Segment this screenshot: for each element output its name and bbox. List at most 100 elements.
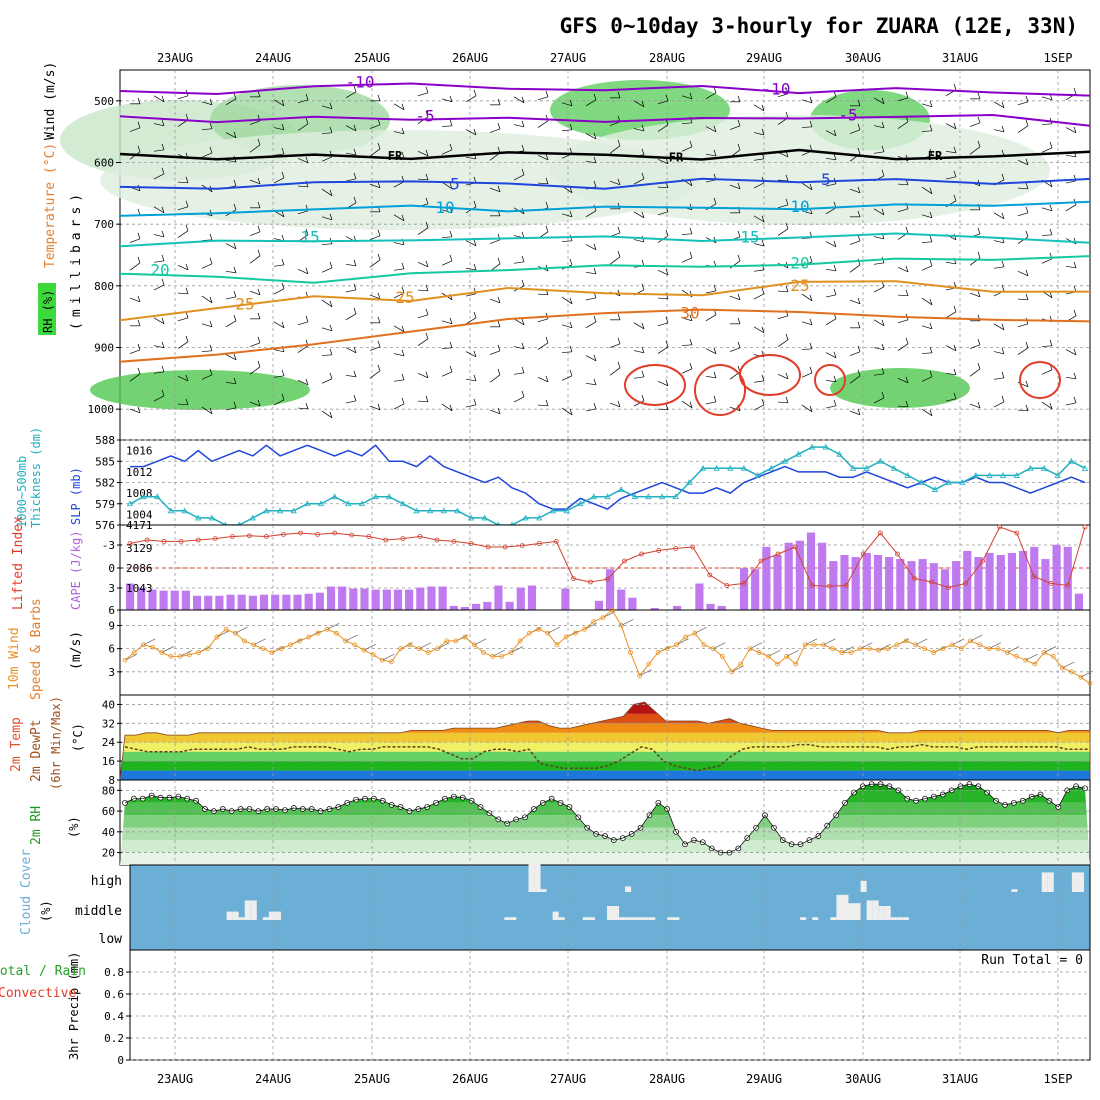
cloud-ylabel: Cloud Cover [19, 849, 34, 935]
cape-bar [505, 601, 514, 610]
wind-barb-feather [305, 402, 309, 409]
wind-speed-point [1004, 650, 1010, 655]
wind-barb-feather [929, 211, 933, 218]
wind-barb [585, 297, 597, 301]
wind-barb-feather [1025, 404, 1029, 411]
cape-bar [349, 588, 358, 610]
wind-barb [321, 156, 333, 162]
wind-barb [369, 148, 381, 157]
wind-barb [129, 238, 141, 243]
wind-barb-feather [257, 201, 261, 208]
wind-speed-point [1050, 653, 1056, 659]
wind-barb [825, 96, 837, 104]
wind-barb [753, 269, 765, 272]
wind10m-barb [418, 642, 432, 649]
wind-speed-point [572, 630, 578, 636]
wind-barb [177, 95, 189, 100]
wind-speed-point [618, 623, 624, 628]
wind-barb [825, 405, 837, 409]
li-point [1031, 574, 1037, 579]
wind-barb [393, 214, 405, 222]
wind-barb-feather [665, 94, 669, 101]
wind-barb [561, 240, 573, 242]
wind-barb-feather [377, 292, 381, 299]
wind-barb-feather [785, 396, 789, 403]
thickness-ylabel-top: 1000~500mb [15, 456, 29, 528]
wind-barb [753, 326, 765, 334]
cloud-mid-bar [274, 911, 281, 920]
wind-barb-feather [425, 332, 429, 339]
wind-speed-point [1060, 665, 1065, 671]
wind-barb [489, 128, 501, 133]
wind-barb-feather [185, 224, 189, 231]
wind-barb-feather [161, 278, 165, 285]
wind-barb-feather [689, 251, 693, 258]
wind-barb [369, 294, 381, 300]
temp-contour-label: -5 [415, 106, 434, 125]
wind10m-barb [584, 623, 597, 630]
wind-barb-feather [329, 324, 333, 331]
wind-barb-feather [449, 119, 453, 126]
wind-barb-feather [401, 397, 405, 404]
wind-barb-feather [185, 113, 189, 120]
wind-barb-feather [521, 279, 525, 286]
wind-barb [129, 262, 141, 271]
wind-speed-point [710, 646, 716, 652]
wind-barb [225, 159, 237, 163]
wind-barb-feather [809, 96, 813, 103]
wind-barb [1041, 401, 1053, 410]
wind-barb-feather [1001, 260, 1005, 267]
wind-barb-feather [185, 176, 189, 183]
wind-barb-feather [425, 395, 429, 402]
wind-barb [297, 185, 309, 188]
wind-barb-feather [641, 370, 645, 377]
cape-bar [594, 600, 603, 610]
wind-barb-feather [353, 148, 357, 155]
wind-barb [417, 227, 429, 235]
wind-barb-feather [809, 342, 813, 349]
cape-tick-label: 2086 [126, 562, 153, 575]
wind-barb-feather [1049, 402, 1053, 409]
li-point [792, 544, 798, 550]
wind-barb [1065, 154, 1077, 158]
li-point [775, 551, 781, 557]
wind-barb [201, 152, 213, 158]
wind-barb-feather [281, 393, 285, 400]
wind-barb-feather [1001, 101, 1005, 108]
wind10m-barb [713, 642, 726, 649]
wind-barb-feather [809, 318, 813, 325]
wind-barb-feather [905, 91, 909, 98]
wind-barb [945, 261, 957, 265]
wind-speed-point [912, 642, 918, 648]
wind-barb-feather [425, 284, 429, 291]
wind-barb [369, 124, 381, 129]
wind-barb [873, 286, 885, 293]
wind-barb [537, 293, 549, 296]
temp-contour-FR [119, 148, 1091, 161]
wind-barb [801, 293, 813, 302]
wind-barb-feather [617, 361, 621, 368]
wind-barb-feather [137, 256, 141, 263]
wind-barb-feather [449, 317, 453, 324]
cape-bar [806, 532, 816, 610]
wind-barb [321, 216, 333, 221]
wind-barb-feather [521, 366, 525, 373]
temp2m-units: (°C) [71, 723, 85, 752]
wind-barb-feather [593, 132, 597, 139]
wind-barb-feather [257, 225, 261, 232]
cloud-mid-bar [250, 900, 257, 920]
rh-point [122, 799, 128, 806]
wind-barb [369, 346, 381, 351]
wind-barb-feather [281, 234, 285, 241]
wind-barb [657, 346, 669, 354]
cape-bar [974, 557, 983, 610]
wind-barb [873, 125, 885, 129]
wind-barb [537, 182, 549, 185]
y-tick-label: 16 [102, 755, 115, 768]
wind-barb [393, 131, 405, 135]
wind-barb-feather [953, 146, 957, 153]
cape-bar [416, 587, 425, 610]
wind-barb-feather [209, 122, 213, 129]
cape-bar [126, 583, 135, 610]
wind-barb [945, 372, 957, 376]
